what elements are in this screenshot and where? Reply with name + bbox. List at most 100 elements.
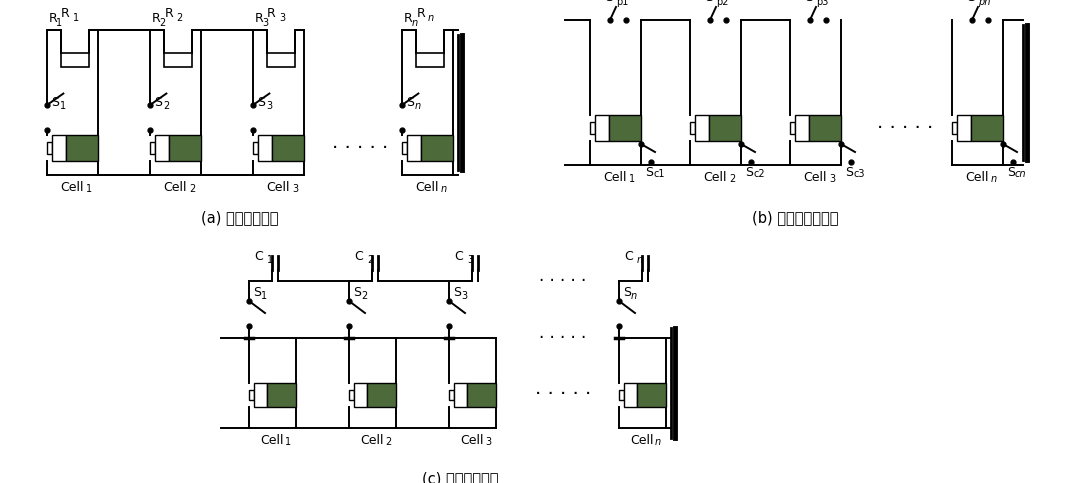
Text: Cell: Cell xyxy=(631,434,653,447)
Text: R: R xyxy=(255,12,264,25)
Bar xyxy=(467,383,496,407)
Text: 3: 3 xyxy=(485,437,491,447)
Text: C: C xyxy=(624,251,633,264)
Text: n: n xyxy=(654,437,661,447)
Bar xyxy=(619,390,624,400)
Text: 1: 1 xyxy=(261,291,267,301)
Bar xyxy=(354,383,366,407)
Text: S: S xyxy=(406,96,414,109)
Bar xyxy=(708,115,741,141)
Text: n: n xyxy=(415,101,421,111)
Text: · · · · ·: · · · · · xyxy=(539,329,586,347)
Text: (b) 可重构均衡拓扑: (b) 可重构均衡拓扑 xyxy=(752,210,838,225)
Text: n: n xyxy=(991,174,997,184)
Text: R: R xyxy=(267,7,276,20)
Text: 2: 2 xyxy=(729,174,735,184)
Bar xyxy=(789,122,795,134)
Bar xyxy=(951,122,957,134)
Text: p1: p1 xyxy=(616,0,629,7)
Text: 3: 3 xyxy=(262,17,269,28)
Bar xyxy=(609,115,642,141)
Text: n: n xyxy=(637,255,643,265)
Text: R: R xyxy=(62,7,70,20)
Text: C: C xyxy=(455,251,463,264)
Text: 3: 3 xyxy=(467,255,473,265)
Text: 1: 1 xyxy=(73,13,79,23)
Bar xyxy=(164,53,192,67)
Text: C: C xyxy=(254,251,264,264)
Bar xyxy=(795,115,809,141)
Text: Cell: Cell xyxy=(60,181,84,194)
Text: S: S xyxy=(453,286,461,299)
Text: · · · · ·: · · · · · xyxy=(535,385,591,404)
Text: pn: pn xyxy=(978,0,990,7)
Bar xyxy=(690,122,696,134)
Text: p3: p3 xyxy=(816,0,828,7)
Bar xyxy=(809,115,841,141)
Text: · · · · ·: · · · · · xyxy=(539,272,586,290)
Text: R: R xyxy=(404,12,413,25)
Bar xyxy=(156,135,168,161)
Text: S: S xyxy=(705,0,713,4)
Text: 3: 3 xyxy=(829,174,835,184)
Bar xyxy=(971,115,1003,141)
Text: cn: cn xyxy=(1015,169,1026,179)
Text: (c) 主动均衡拓扑: (c) 主动均衡拓扑 xyxy=(422,471,498,483)
Text: 1: 1 xyxy=(629,174,635,184)
Text: S: S xyxy=(645,166,653,179)
Text: C: C xyxy=(354,251,363,264)
Text: 2: 2 xyxy=(163,101,170,111)
Text: n: n xyxy=(411,17,418,28)
Bar xyxy=(60,53,89,67)
Text: 3: 3 xyxy=(266,101,272,111)
Text: S: S xyxy=(745,166,753,179)
Text: n: n xyxy=(441,184,447,194)
Text: 1: 1 xyxy=(56,17,63,28)
Bar xyxy=(267,53,295,67)
Text: S: S xyxy=(605,0,613,4)
Text: Cell: Cell xyxy=(415,181,438,194)
Text: c1: c1 xyxy=(653,169,664,179)
Text: · · · · ·: · · · · · xyxy=(332,139,388,157)
Text: S: S xyxy=(51,96,59,109)
Bar xyxy=(254,383,267,407)
Bar xyxy=(253,142,258,154)
Text: 2: 2 xyxy=(361,291,367,301)
Bar xyxy=(636,383,666,407)
Bar xyxy=(416,53,444,67)
Text: Cell: Cell xyxy=(460,434,484,447)
Bar xyxy=(595,115,609,141)
Bar xyxy=(624,383,636,407)
Bar xyxy=(249,390,254,400)
Bar xyxy=(150,142,156,154)
Bar xyxy=(272,135,303,161)
Text: R: R xyxy=(49,12,57,25)
Text: Cell: Cell xyxy=(361,434,383,447)
Text: c3: c3 xyxy=(853,169,864,179)
Text: S: S xyxy=(253,286,261,299)
Text: S: S xyxy=(257,96,265,109)
Text: S: S xyxy=(1007,166,1015,179)
Text: S: S xyxy=(845,166,853,179)
Text: 2: 2 xyxy=(176,13,183,23)
Bar xyxy=(402,142,407,154)
Text: Cell: Cell xyxy=(804,171,827,184)
Text: S: S xyxy=(805,0,813,4)
Text: 1: 1 xyxy=(60,101,66,111)
Text: 3: 3 xyxy=(292,184,298,194)
Bar xyxy=(421,135,453,161)
Text: S: S xyxy=(623,286,631,299)
Bar xyxy=(366,383,396,407)
Bar xyxy=(48,142,52,154)
Text: 1: 1 xyxy=(285,437,292,447)
Text: · · · · ·: · · · · · xyxy=(877,118,933,138)
Bar xyxy=(258,135,272,161)
Text: n: n xyxy=(631,291,637,301)
Text: Cell: Cell xyxy=(260,434,284,447)
Text: S: S xyxy=(154,96,162,109)
Bar xyxy=(590,122,595,134)
Bar xyxy=(52,135,66,161)
Text: (a) 被动均衡拓扑: (a) 被动均衡拓扑 xyxy=(201,210,279,225)
Text: Cell: Cell xyxy=(703,171,727,184)
Bar xyxy=(454,383,467,407)
